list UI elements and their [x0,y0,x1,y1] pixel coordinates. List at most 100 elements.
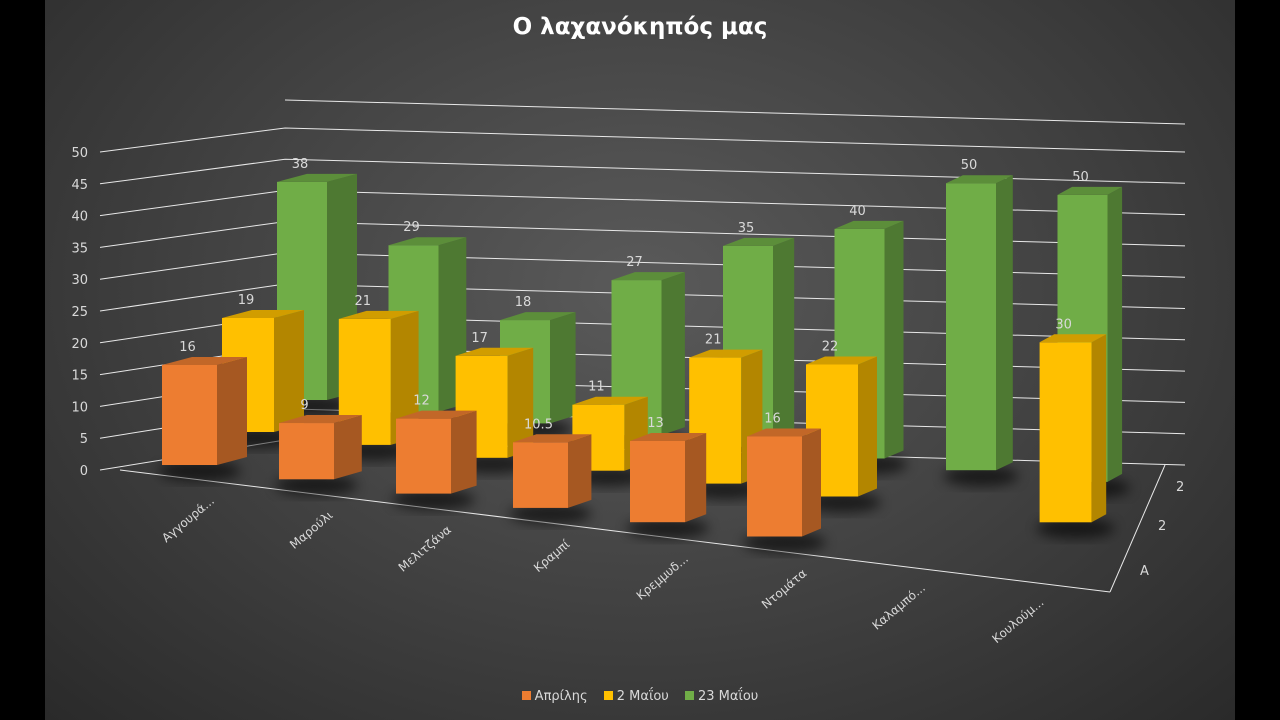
bar-front [630,440,685,523]
bar-0-2 [392,410,477,510]
y-tick-label: 15 [71,369,88,384]
bar-side [685,432,707,523]
bar-side [996,175,1013,471]
y-tick-label: 5 [80,432,88,447]
bar-side [858,356,877,497]
bar-0-5 [743,428,826,553]
bar-side [568,434,592,508]
y-tick-label: 30 [71,273,88,288]
data-label: 17 [471,331,488,346]
bar-front [946,183,996,471]
depth-axis [1109,464,1166,593]
data-label: 38 [292,157,309,172]
bar-top [338,310,419,319]
data-label: 50 [1072,170,1089,185]
bar-top [222,310,304,318]
bar-1-2 [452,347,534,474]
category-label: Αγγουρά... [159,494,217,546]
bar-front [162,365,217,465]
category-label: Μελιτζάνα [396,523,454,575]
category-axis [119,469,1111,593]
gridline [99,189,1186,217]
bar-top [572,396,648,405]
bar-top [1057,186,1123,195]
y-tick-label: 40 [71,210,88,225]
data-label: 16 [764,412,781,427]
y-tick-label: 45 [71,178,88,193]
category-label: Κουλούμ... [989,595,1046,646]
gridline [99,158,1186,185]
legend-item-april: Απρίλης [521,689,588,704]
bar-front [1039,342,1092,523]
bar-side [661,272,685,436]
data-label: 35 [738,221,755,236]
bar-shadow [158,461,241,481]
bar-top [500,312,576,321]
depth-tick-label: 2 [1176,480,1184,495]
bar-0-3 [509,434,592,524]
bar-side [334,415,362,480]
bar-side [217,357,247,465]
bar-front [396,418,451,494]
bar-side [884,220,904,459]
category-label: Κραμπί [531,537,572,575]
bar-top [1039,334,1107,343]
bar-top [747,428,821,437]
bar-side [451,410,477,494]
bar-top [162,357,247,365]
bar-side [550,312,576,424]
bar-top [279,415,362,424]
gridline [284,99,1186,125]
bar-0-1 [275,415,362,496]
bar-top [630,432,707,441]
y-tick-label: 35 [71,241,88,256]
data-label: 16 [179,340,196,355]
bar-shadow [509,503,592,524]
y-tick-label: 50 [71,146,88,161]
bar-shadow [803,492,881,513]
legend-item-may2: 2 Μαΐου [603,689,669,704]
y-tick-label: 20 [71,337,88,352]
data-label: 30 [1055,317,1072,332]
category-label: Ντομάτα [759,566,810,612]
data-label: 21 [355,294,372,309]
bar-front [747,436,802,537]
data-label: 19 [238,293,255,308]
bar-front [513,442,568,508]
y-tick-label: 0 [80,464,88,479]
bar-side [1107,186,1123,482]
data-label: 50 [961,158,978,173]
bar-side [773,237,795,447]
category-label: Καλαμπό... [870,581,928,633]
data-label: 22 [822,340,839,355]
legend-item-may23: 23 Μαΐου [684,689,758,704]
bar-shadow [943,466,1019,487]
bar-1-7 [1036,334,1115,539]
bar-top [396,410,477,419]
data-label: 10.5 [524,417,553,432]
bar-side [507,347,534,458]
bar-shadow [626,518,709,539]
gridline [99,127,1186,153]
bar-top [388,237,467,246]
category-label: Κρεμμυδ... [634,552,691,603]
legend: Απρίλης 2 Μαΐου 23 Μαΐου [0,689,1280,704]
bar-top [455,347,534,356]
bar-0-0 [158,357,247,481]
bar-shadow [1036,518,1115,539]
bar-top [611,272,685,281]
data-label: 11 [588,380,605,395]
bar-side [802,428,821,537]
bar-top [946,175,1013,184]
data-label: 12 [413,394,430,409]
bar-shadow [392,489,475,510]
gridline [99,221,1186,248]
bar-top [834,220,904,229]
bar-front [279,423,334,480]
bar-top [277,173,357,182]
bar-side [1091,334,1107,523]
bar-2-6 [943,175,1019,487]
bar-top [723,237,795,246]
depth-tick-label: Α [1140,564,1149,579]
